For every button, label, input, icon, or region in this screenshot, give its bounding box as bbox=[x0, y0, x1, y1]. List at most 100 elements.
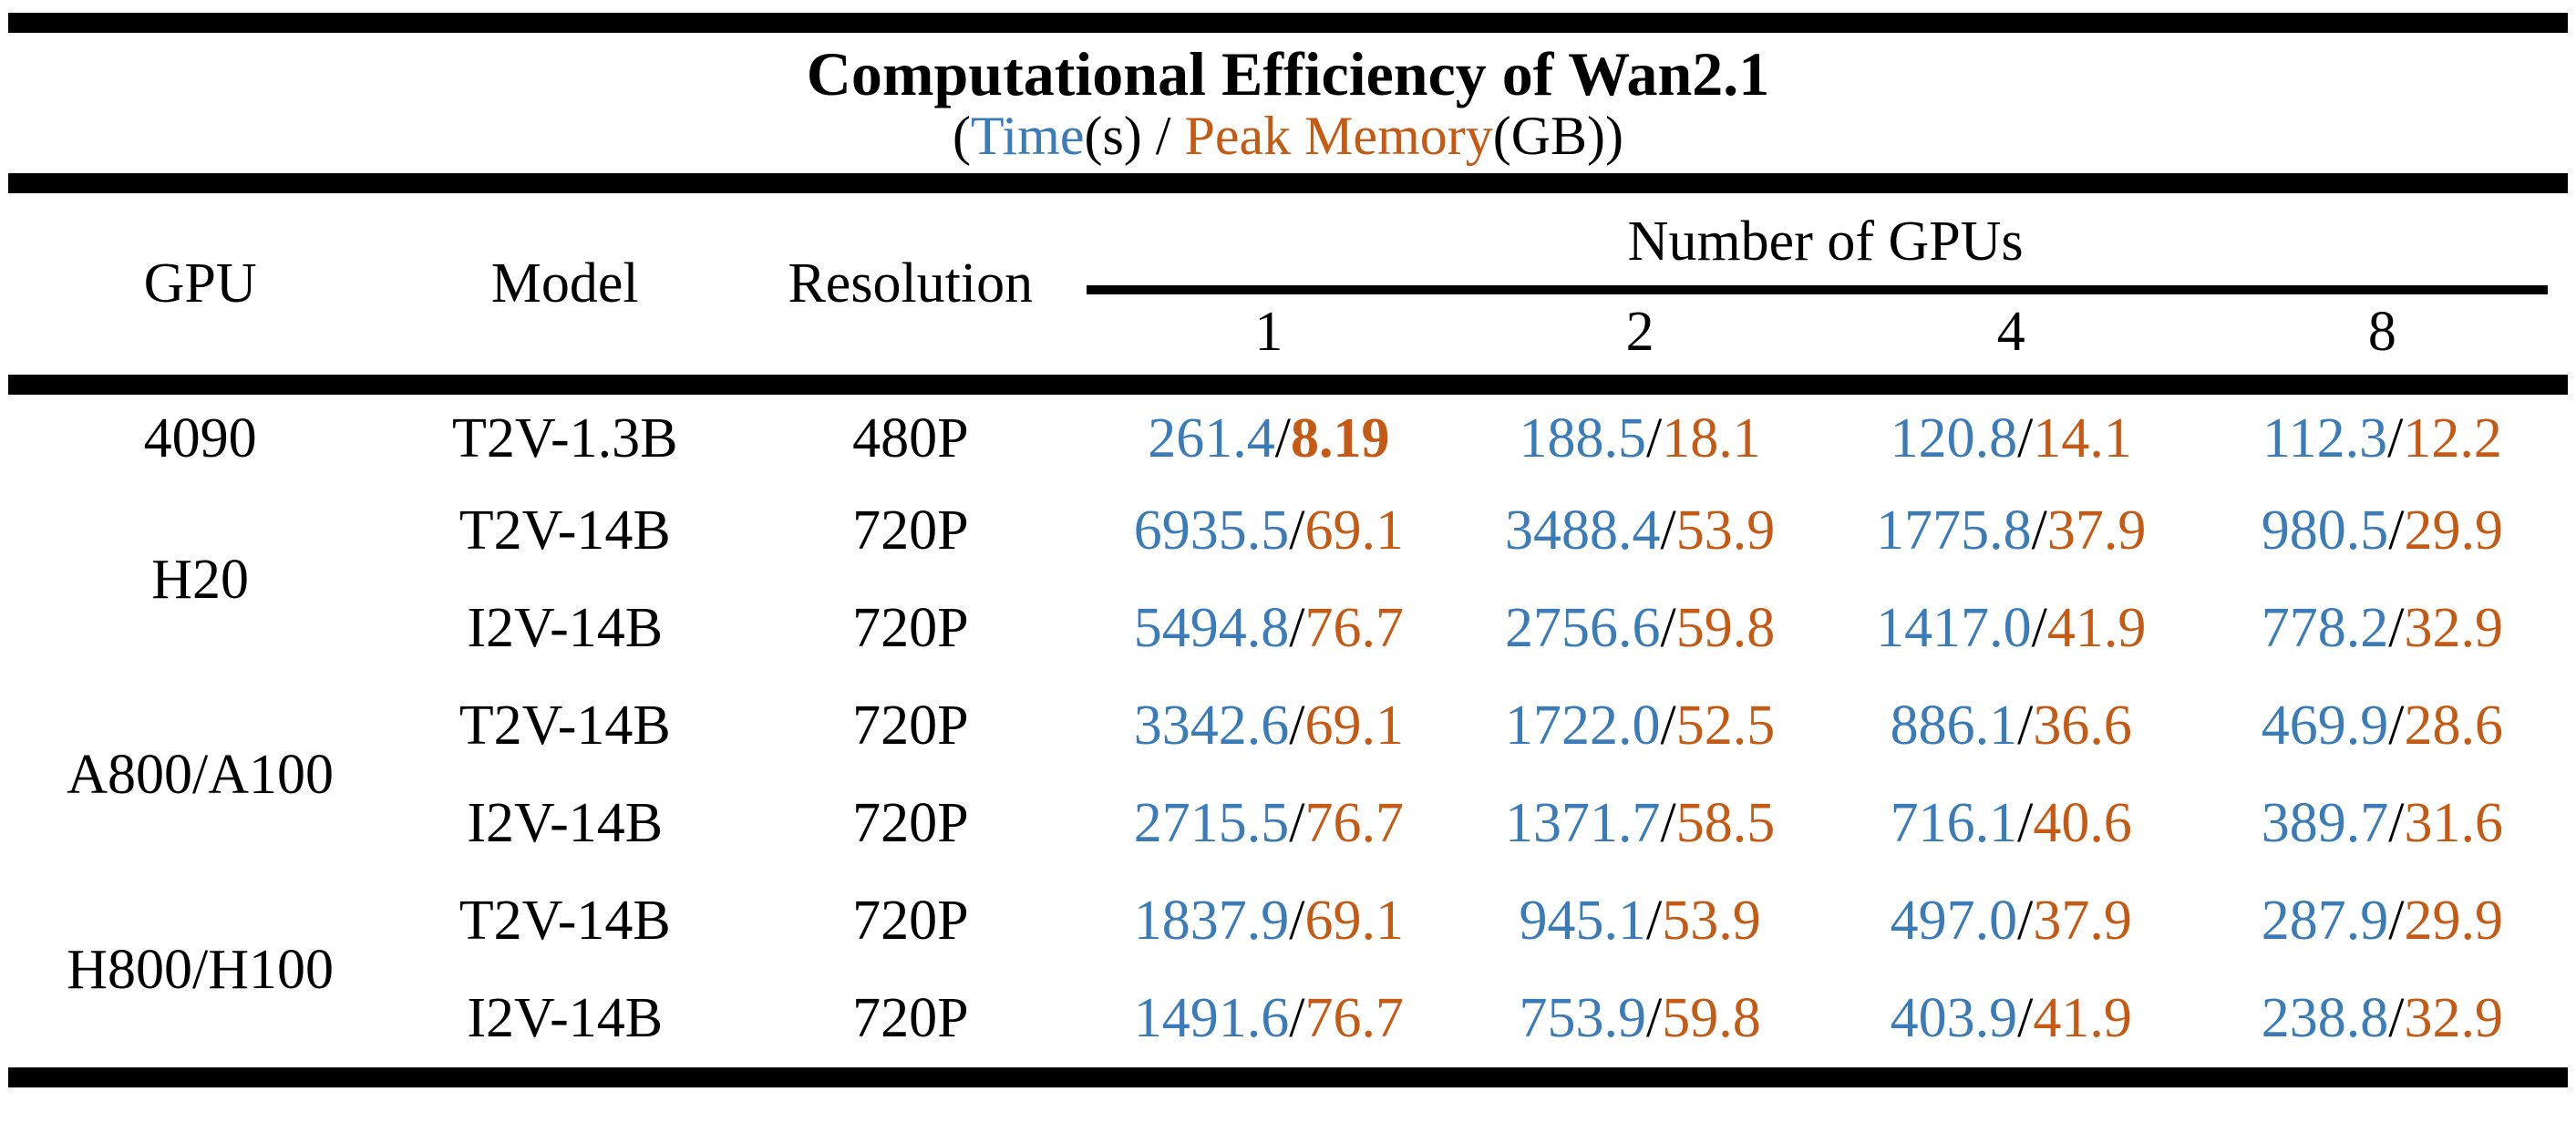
memory-value: 53.9 bbox=[1662, 890, 1761, 952]
memory-value: 29.9 bbox=[2404, 500, 2504, 562]
gpu-group-underline-rule bbox=[1087, 285, 2548, 294]
memory-value: 76.7 bbox=[1304, 987, 1405, 1049]
value-separator: / bbox=[2031, 597, 2047, 659]
value-separator: / bbox=[2017, 890, 2034, 952]
model-cell: T2V-14B bbox=[459, 890, 671, 952]
memory-value: 29.9 bbox=[2404, 890, 2504, 952]
table-row: I2V-14B 720P 5494.8/76.7 2756.6/59.8 141… bbox=[8, 580, 2568, 677]
value-separator: / bbox=[1274, 407, 1292, 469]
time-value: 1722.0 bbox=[1504, 695, 1661, 757]
gpu-label: H20 bbox=[151, 548, 249, 611]
time-value: 945.1 bbox=[1519, 890, 1646, 952]
column-group-number-of-gpus: Number of GPUs bbox=[1083, 193, 2568, 294]
time-memory-cell: 1371.7/58.5 bbox=[1455, 775, 1826, 872]
column-header-gpu: GPU bbox=[143, 252, 257, 314]
time-value: 1837.9 bbox=[1133, 890, 1290, 952]
memory-value: 28.6 bbox=[2404, 695, 2504, 757]
resolution-cell: 480P bbox=[852, 407, 969, 469]
memory-value: 52.5 bbox=[1675, 695, 1776, 757]
table-body: 4090 T2V-1.3B 480P 261.4/8.19 188.5/18.1… bbox=[8, 385, 2568, 1067]
value-separator: / bbox=[2388, 500, 2405, 562]
resolution-cell: 720P bbox=[852, 695, 969, 757]
memory-value: 8.19 bbox=[1291, 407, 1390, 469]
gpu-label: A800/A100 bbox=[67, 743, 334, 806]
time-memory-cell: 2756.6/59.8 bbox=[1455, 580, 1826, 677]
time-value: 238.8 bbox=[2261, 987, 2389, 1049]
memory-value: 59.8 bbox=[1675, 597, 1776, 659]
memory-value: 41.9 bbox=[2033, 987, 2132, 1049]
model-cell: I2V-14B bbox=[467, 597, 664, 659]
subtitle-memory-label: Peak Memory bbox=[1184, 106, 1493, 166]
time-value: 287.9 bbox=[2261, 890, 2389, 952]
time-value: 3488.4 bbox=[1504, 500, 1661, 562]
time-memory-cell: 287.9/29.9 bbox=[2197, 872, 2568, 970]
memory-value: 76.7 bbox=[1304, 792, 1405, 854]
header-top-rule bbox=[8, 173, 2568, 193]
time-memory-cell: 1837.9/69.1 bbox=[1083, 872, 1454, 970]
column-header-8-gpus: 8 bbox=[2367, 301, 2396, 363]
time-memory-cell: 2715.5/76.7 bbox=[1083, 775, 1454, 872]
memory-value: 69.1 bbox=[1304, 695, 1405, 757]
time-value: 980.5 bbox=[2261, 500, 2389, 562]
column-header-1-gpu: 1 bbox=[1254, 301, 1283, 363]
memory-value: 37.9 bbox=[2046, 500, 2147, 562]
value-separator: / bbox=[2388, 987, 2405, 1049]
subtitle-time-label: Time bbox=[970, 106, 1085, 166]
memory-value: 31.6 bbox=[2404, 792, 2504, 854]
memory-value: 18.1 bbox=[1662, 407, 1761, 469]
subtitle-open-paren: ( bbox=[952, 106, 971, 166]
value-separator: / bbox=[1645, 890, 1663, 952]
memory-value: 14.1 bbox=[2033, 407, 2132, 469]
subtitle-separator: / bbox=[1141, 106, 1185, 166]
time-memory-cell: 120.8/14.1 bbox=[1826, 385, 2197, 482]
memory-value: 69.1 bbox=[1304, 500, 1405, 562]
time-memory-cell: 1417.0/41.9 bbox=[1826, 580, 2197, 677]
resolution-cell: 720P bbox=[852, 597, 969, 659]
table-row: 4090 T2V-1.3B 480P 261.4/8.19 188.5/18.1… bbox=[8, 385, 2568, 482]
time-memory-cell: 753.9/59.8 bbox=[1455, 970, 1826, 1067]
gpu-label: H800/H100 bbox=[67, 938, 334, 1001]
value-separator: / bbox=[1660, 792, 1676, 854]
time-memory-cell: 238.8/32.9 bbox=[2197, 970, 2568, 1067]
time-value: 1371.7 bbox=[1504, 792, 1661, 854]
time-value: 188.5 bbox=[1519, 407, 1646, 469]
resolution-cell: 720P bbox=[852, 987, 969, 1049]
value-separator: / bbox=[2388, 890, 2405, 952]
column-header-4-gpus: 4 bbox=[1996, 301, 2025, 363]
value-separator: / bbox=[1660, 597, 1676, 659]
value-separator: / bbox=[1289, 792, 1305, 854]
time-value: 3342.6 bbox=[1133, 695, 1290, 757]
bottom-rule bbox=[8, 1067, 2568, 1087]
figure-title: Computational Efficiency of Wan2.1 bbox=[806, 39, 1770, 108]
time-memory-cell: 5494.8/76.7 bbox=[1083, 580, 1454, 677]
time-value: 261.4 bbox=[1148, 407, 1275, 469]
value-separator: / bbox=[2017, 407, 2034, 469]
value-separator: / bbox=[1289, 597, 1305, 659]
time-value: 886.1 bbox=[1890, 695, 2018, 757]
time-memory-cell: 1722.0/52.5 bbox=[1455, 677, 1826, 775]
memory-value: 12.2 bbox=[2403, 407, 2502, 469]
time-value: 389.7 bbox=[2261, 792, 2389, 854]
time-value: 1491.6 bbox=[1133, 987, 1290, 1049]
value-separator: / bbox=[1289, 695, 1305, 757]
column-header-2-gpus: 2 bbox=[1625, 301, 1654, 363]
time-memory-cell: 1491.6/76.7 bbox=[1083, 970, 1454, 1067]
memory-value: 76.7 bbox=[1304, 597, 1405, 659]
value-separator: / bbox=[1660, 695, 1676, 757]
subtitle-time-unit: (s) bbox=[1084, 106, 1142, 166]
value-separator: / bbox=[2388, 792, 2405, 854]
time-value: 1775.8 bbox=[1876, 500, 2032, 562]
time-memory-cell: 3488.4/53.9 bbox=[1455, 482, 1826, 580]
model-cell: I2V-14B bbox=[467, 792, 664, 854]
memory-value: 59.8 bbox=[1662, 987, 1761, 1049]
model-cell: T2V-14B bbox=[459, 500, 671, 562]
value-separator: / bbox=[2017, 987, 2034, 1049]
model-cell: T2V-14B bbox=[459, 695, 671, 757]
table-row: A800/A100 T2V-14B 720P 3342.6/69.1 1722.… bbox=[8, 677, 2568, 806]
time-value: 1417.0 bbox=[1876, 597, 2032, 659]
time-memory-cell: 3342.6/69.1 bbox=[1083, 677, 1454, 775]
time-value: 112.3 bbox=[2262, 407, 2388, 469]
table-row: I2V-14B 720P 2715.5/76.7 1371.7/58.5 716… bbox=[8, 775, 2568, 872]
time-memory-cell: 188.5/18.1 bbox=[1455, 385, 1826, 482]
